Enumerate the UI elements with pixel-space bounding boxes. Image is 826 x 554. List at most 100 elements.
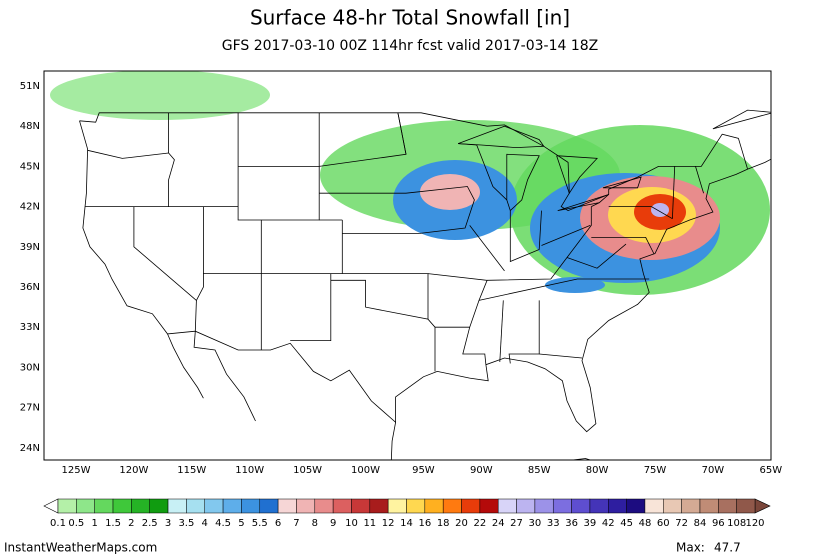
lon-label: 70W <box>702 465 725 476</box>
colorbar-label: 4.5 <box>215 518 231 529</box>
lake-shore <box>556 155 598 195</box>
state-border <box>541 225 591 246</box>
lon-label: 75W <box>644 465 667 476</box>
subtitle: GFS 2017-03-10 00Z 114hr fcst valid 2017… <box>222 38 599 54</box>
colorbar-label: 2.5 <box>142 518 158 529</box>
colorbar-label: 60 <box>657 518 670 529</box>
mexico-coast <box>193 331 256 422</box>
state-border <box>462 327 487 365</box>
state-border <box>478 278 650 301</box>
lake-shore <box>557 194 609 211</box>
colorbar-label: 2 <box>128 518 134 529</box>
colorbar-box <box>277 498 297 514</box>
colorbar-label: 108 <box>727 518 746 529</box>
colorbar-label: 5 <box>238 518 244 529</box>
colorbar-label: 24 <box>492 518 505 529</box>
colorbar-box <box>351 498 371 514</box>
lat-label: 39N <box>20 242 40 253</box>
colorbar-label: 42 <box>602 518 615 529</box>
colorbar-box <box>442 498 462 514</box>
map-outlines <box>79 109 771 460</box>
lon-label: 90W <box>470 465 493 476</box>
snowfall-field <box>50 71 770 295</box>
lon-label: 100W <box>351 465 380 476</box>
colorbar-label: 45 <box>620 518 633 529</box>
colorbar-box <box>626 498 646 514</box>
colorbar-box <box>516 498 536 514</box>
colorbar-box <box>718 498 737 514</box>
colorbar-box <box>112 498 132 514</box>
lat-label: 45N <box>20 161 40 172</box>
state-border <box>330 273 429 320</box>
state-border <box>591 236 655 254</box>
colorbar-label: 96 <box>712 518 725 529</box>
cuba-coast <box>569 458 592 460</box>
colorbar-label: 9 <box>330 518 336 529</box>
colorbar-label: 3.5 <box>178 518 194 529</box>
state-border <box>499 300 504 363</box>
colorbar-box <box>571 498 591 514</box>
lon-label: 80W <box>586 465 609 476</box>
state-border <box>469 225 505 272</box>
snow-area <box>545 277 605 293</box>
baja-coast <box>167 333 204 399</box>
colorbar-box <box>204 498 224 514</box>
state-border <box>476 144 508 201</box>
colorbar-box <box>131 498 150 514</box>
lat-label: 24N <box>20 443 40 454</box>
colorbar-label: 20 <box>455 518 468 529</box>
colorbar-box <box>186 498 205 514</box>
state-border <box>405 186 475 234</box>
state-border <box>290 273 332 342</box>
colorbar-box <box>369 498 389 514</box>
colorbar-label: 48 <box>639 518 652 529</box>
colorbar-box <box>406 498 426 514</box>
snow-area <box>50 71 270 120</box>
snow-area <box>651 203 669 217</box>
lat-label: 36N <box>20 282 40 293</box>
colorbar-box <box>461 498 481 514</box>
colorbar-box <box>94 498 114 514</box>
colorbar-label: 1.5 <box>105 518 121 529</box>
site-name: InstantWeatherMaps.com <box>4 541 157 554</box>
colorbar-box <box>534 498 554 514</box>
max-value: 47.7 <box>714 541 741 554</box>
lat-label: 42N <box>20 202 40 213</box>
colorbar-box <box>589 498 609 514</box>
gulf-coast-mexico <box>390 422 396 460</box>
lon-label: 115W <box>177 465 206 476</box>
lon-label: 65W <box>759 465 782 476</box>
lat-label: 30N <box>20 362 40 373</box>
colorbar-box <box>387 498 407 514</box>
lat-label: 51N <box>20 81 40 92</box>
colorbar: 0.1 0.5 1 1.5 2 2.5 3 3.5 4 4.5 5 5.5 6 7 8 9 10 11 12 14 16… <box>43 498 771 529</box>
colorbar-label: 0.1 <box>50 518 66 529</box>
lon-label: 120W <box>119 465 148 476</box>
colorbar-label: 7 <box>293 518 299 529</box>
lon-label: 125W <box>62 465 91 476</box>
colorbar-box <box>76 498 95 514</box>
colorbar-label: 33 <box>547 518 560 529</box>
lon-label: 85W <box>528 465 551 476</box>
colorbar-box <box>241 498 261 514</box>
colorbar-box <box>736 498 756 514</box>
colorbar-label: 27 <box>510 518 523 529</box>
colorbar-label: 3 <box>165 518 171 529</box>
lon-label: 95W <box>412 465 435 476</box>
snow-area <box>420 174 480 210</box>
lon-label: 110W <box>235 465 264 476</box>
max-label: Max: <box>676 541 705 554</box>
title: Surface 48-hr Total Snowfall [in] <box>250 6 570 30</box>
colorbar-label: 8 <box>312 518 318 529</box>
state-border <box>695 166 704 194</box>
colorbar-box <box>663 498 682 514</box>
state-border <box>133 206 197 332</box>
colorbar-label: 30 <box>529 518 542 529</box>
lake-shore <box>506 153 540 211</box>
lake-shore <box>602 176 642 189</box>
colorbar-box <box>222 498 242 514</box>
canada-coast <box>712 109 771 170</box>
colorbar-label: 120 <box>745 518 764 529</box>
colorbar-label: 1 <box>91 518 97 529</box>
